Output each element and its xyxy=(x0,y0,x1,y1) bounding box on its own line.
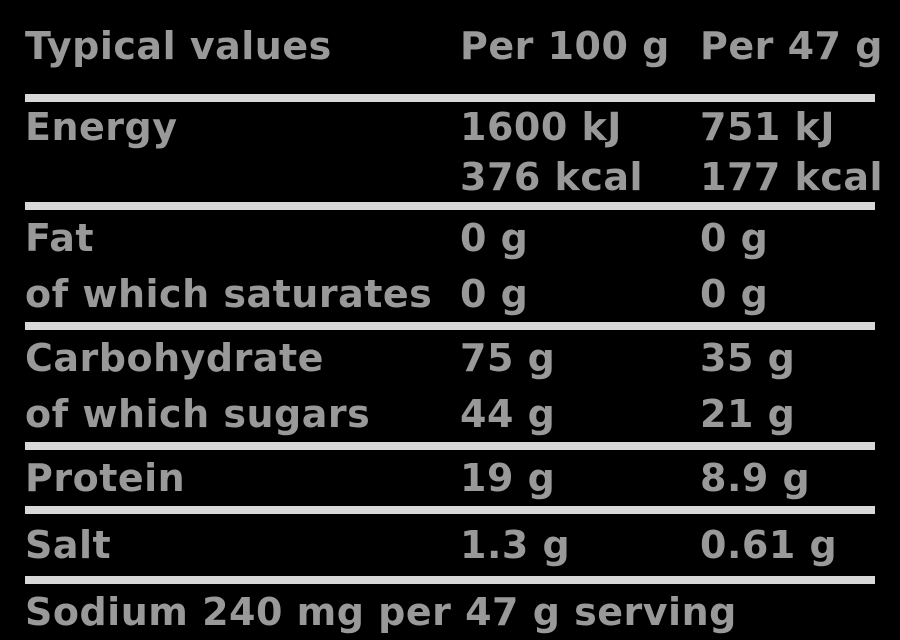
row-label: of which sugars xyxy=(25,392,371,436)
value-per47: 35 g xyxy=(700,336,796,380)
table-row: of which sugars 44 g 21 g xyxy=(25,386,875,442)
carbohydrate-section: Carbohydrate 75 g 35 g of which sugars 4… xyxy=(25,330,875,442)
sodium-footnote: Sodium 240 mg per 47 g serving xyxy=(25,589,737,634)
value-per100: 19 g xyxy=(460,456,556,500)
energy-per47-kcal: 177 kcal xyxy=(700,155,884,199)
energy-per100-kcal: 376 kcal xyxy=(460,155,644,199)
divider xyxy=(25,506,875,514)
row-label: Protein xyxy=(25,456,186,500)
row-label: Salt xyxy=(25,523,112,567)
header-per-47g: Per 47 g xyxy=(700,24,883,68)
header-per-100g: Per 100 g xyxy=(460,24,670,68)
divider xyxy=(25,94,875,102)
row-label: Fat xyxy=(25,216,95,260)
divider xyxy=(25,576,875,584)
divider xyxy=(25,202,875,210)
table-header-row: Typical values Per 100 g Per 47 g xyxy=(25,0,882,94)
value-per47: 21 g xyxy=(700,392,796,436)
table-row: Carbohydrate 75 g 35 g xyxy=(25,330,875,386)
value-per100: 1.3 g xyxy=(460,523,571,567)
row-label: of which saturates xyxy=(25,272,433,316)
value-per47: 0 g xyxy=(700,272,769,316)
fat-section: Fat 0 g 0 g of which saturates 0 g 0 g xyxy=(25,210,875,322)
row-label: Energy xyxy=(25,105,178,149)
sodium-footnote-row: Sodium 240 mg per 47 g serving xyxy=(25,584,875,634)
protein-row: Protein 19 g 8.9 g xyxy=(25,450,875,506)
value-per100: 0 g xyxy=(460,272,529,316)
value-per47: 0.61 g xyxy=(700,523,838,567)
value-per47: 8.9 g xyxy=(700,456,811,500)
value-per100: 44 g xyxy=(460,392,556,436)
table-row: Fat 0 g 0 g xyxy=(25,210,875,266)
header-typical-values: Typical values xyxy=(25,24,332,68)
salt-row: Salt 1.3 g 0.61 g xyxy=(25,514,875,576)
divider xyxy=(25,442,875,450)
value-per100: 0 g xyxy=(460,216,529,260)
table-row: of which saturates 0 g 0 g xyxy=(25,266,875,322)
value-per47: 0 g xyxy=(700,216,769,260)
row-label: Carbohydrate xyxy=(25,336,324,380)
energy-row: Energy 1600 kJ 751 kJ 376 kcal 177 kcal xyxy=(25,102,883,202)
divider xyxy=(25,322,875,330)
energy-per47-kj: 751 kJ xyxy=(700,105,835,149)
value-per100: 75 g xyxy=(460,336,556,380)
energy-per100-kj: 1600 kJ xyxy=(460,105,622,149)
